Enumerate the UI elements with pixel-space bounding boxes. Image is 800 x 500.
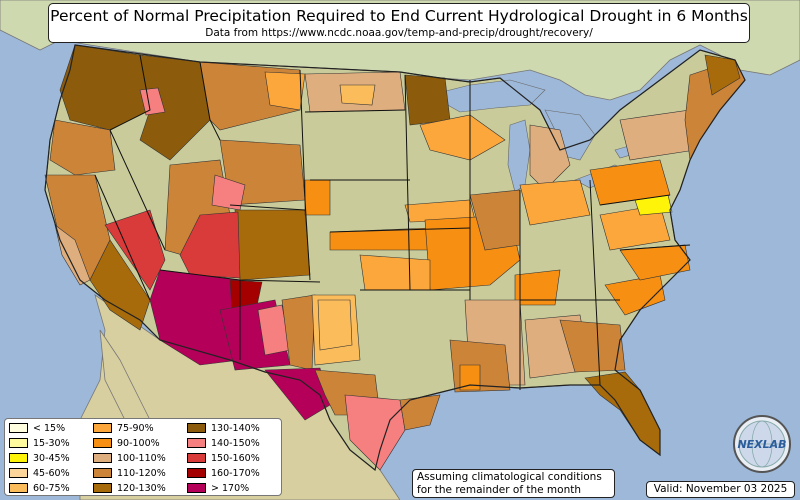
legend-item: 130-140%: [187, 422, 260, 435]
note-line-1: Assuming climatological conditions: [417, 471, 602, 483]
region-colorado: [234, 209, 311, 281]
legend-swatch: [9, 482, 28, 493]
legend-label: 75-90%: [117, 423, 154, 434]
legend-label: 150-160%: [211, 453, 260, 464]
legend-swatch: [93, 482, 112, 493]
region-texas-coast: [399, 394, 441, 431]
region-west-texas: [264, 367, 331, 421]
region-wisconsin: [419, 114, 506, 161]
region-minnesota: [404, 74, 451, 126]
note-line-2: for the remainder of the month: [417, 484, 582, 496]
legend-item: 75-90%: [93, 422, 154, 435]
region-south-texas: [344, 394, 406, 471]
legend-label: 160-170%: [211, 468, 260, 479]
legend-label: 130-140%: [211, 423, 260, 434]
legend-item: 160-170%: [187, 467, 260, 480]
legend-label: 120-130%: [117, 483, 166, 494]
region-indiana-ohio: [519, 179, 591, 226]
legend-swatch: [187, 482, 206, 493]
region-california-south: [89, 239, 151, 331]
legend-item: 15-30%: [9, 437, 70, 450]
legend-item: 150-160%: [187, 452, 260, 465]
legend-item: 90-100%: [93, 437, 160, 450]
legend-item: < 15%: [9, 422, 66, 435]
region-oklahoma: [359, 254, 431, 291]
state-boundaries: [94, 54, 691, 390]
title-box: Percent of Normal Precipitation Required…: [48, 3, 750, 43]
region-tennessee-valley: [514, 269, 561, 306]
legend-item: > 170%: [187, 482, 250, 495]
legend-item: 120-130%: [93, 482, 166, 495]
legend-swatch: [187, 437, 206, 448]
legend: < 15% 15-30% 30-45% 45-60% 60-75% 75-90% 90-10…: [4, 418, 282, 496]
region-louisiana-orange: [459, 364, 481, 391]
us-outline: [44, 44, 746, 472]
legend-label: > 170%: [211, 483, 250, 494]
legend-label: 15-30%: [33, 438, 70, 449]
region-georgia: [559, 319, 626, 373]
region-california-coast: [54, 224, 91, 286]
legend-label: 140-150%: [211, 438, 260, 449]
logo-text: NEXLAB: [737, 438, 786, 451]
legend-item: 100-110%: [93, 452, 166, 465]
legend-label: 110-120%: [117, 468, 166, 479]
region-michigan: [529, 124, 571, 191]
legend-item: 30-45%: [9, 452, 70, 465]
legend-label: 45-60%: [33, 468, 70, 479]
legend-swatch: [9, 452, 28, 463]
map-subtitle: Data from https://www.ncdc.noaa.gov/temp…: [205, 27, 593, 39]
legend-item: 45-60%: [9, 467, 70, 480]
legend-label: 100-110%: [117, 453, 166, 464]
legend-label: < 15%: [33, 423, 66, 434]
legend-swatch: [93, 437, 112, 448]
region-nd-east: [339, 84, 376, 106]
legend-label: 90-100%: [117, 438, 160, 449]
legend-swatch: [93, 422, 112, 433]
legend-swatch: [9, 437, 28, 448]
lake-superior: [429, 79, 546, 113]
legend-swatch: [187, 422, 206, 433]
region-nevada-east: [104, 209, 166, 291]
globe-icon: NEXLAB: [733, 415, 791, 473]
assumption-note: Assuming climatological conditions for t…: [412, 469, 615, 498]
legend-swatch: [9, 422, 28, 433]
region-nm-orange: [317, 299, 353, 351]
legend-label: 60-75%: [33, 483, 70, 494]
legend-swatch: [187, 467, 206, 478]
valid-date: Valid: November 03 2025: [646, 481, 795, 498]
legend-swatch: [93, 467, 112, 478]
legend-swatch: [93, 452, 112, 463]
region-montana-east: [264, 71, 306, 111]
region-idaho-pink: [139, 87, 166, 116]
region-maine: [704, 54, 741, 96]
legend-item: 140-150%: [187, 437, 260, 450]
drought-regions: [44, 44, 746, 471]
region-oregon-west: [49, 119, 116, 176]
legend-item: 60-75%: [9, 482, 70, 495]
legend-item: 110-120%: [93, 467, 166, 480]
legend-swatch: [9, 467, 28, 478]
legend-swatch: [187, 452, 206, 463]
region-nebraska: [304, 179, 331, 216]
legend-label: 30-45%: [33, 453, 70, 464]
map-title: Percent of Normal Precipitation Required…: [50, 7, 748, 25]
